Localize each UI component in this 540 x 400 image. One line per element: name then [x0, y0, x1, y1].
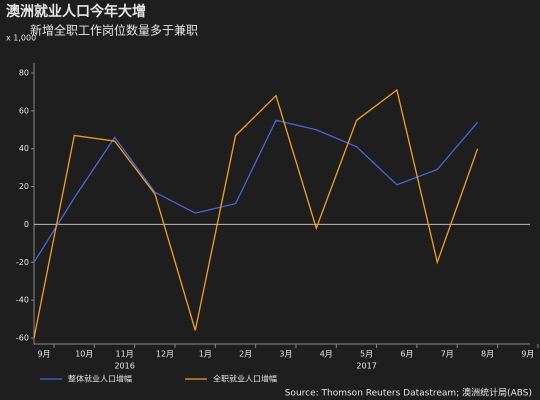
- y-tick-label: -60: [16, 334, 29, 343]
- x-tick-label: 4月: [320, 350, 333, 359]
- x-tick-label: 12月: [156, 350, 174, 359]
- series-line: [33, 88, 479, 339]
- x-tick-label: 10月: [75, 350, 93, 359]
- legend-label: 整体就业人口增幅: [68, 374, 132, 384]
- source: Source: Thomson Reuters Datastream; 澳洲统计…: [285, 387, 532, 399]
- y-unit: x 1,000: [6, 34, 36, 43]
- x-tick-label: 5月: [360, 350, 373, 359]
- x-tick-label: 7月: [441, 350, 454, 359]
- legend-label: 全职就业人口增幅: [213, 374, 277, 384]
- x-tick-label: 8月: [481, 350, 494, 359]
- x-tick-label: 2月: [239, 350, 252, 359]
- chart-subtitle: 新增全职工作岗位数量多于兼职: [30, 23, 198, 38]
- year-label: 2016: [114, 362, 134, 371]
- y-tick-label: 40: [19, 144, 29, 153]
- x-tick-label: 9月: [37, 350, 50, 359]
- series-line: [33, 119, 479, 263]
- x-tick-label: 3月: [279, 350, 292, 359]
- y-tick-label: -20: [16, 258, 29, 267]
- y-tick-label: 20: [19, 182, 29, 191]
- y-tick-label: 60: [19, 106, 29, 115]
- y-tick-label: 0: [24, 220, 29, 229]
- year-label: 2017: [356, 362, 376, 371]
- chart-title: 澳洲就业人口今年大增: [6, 3, 146, 20]
- x-tick-label: 1月: [199, 350, 212, 359]
- x-tick-label: 9月: [521, 350, 534, 359]
- x-tick-label: 11月: [116, 350, 134, 359]
- y-tick-label: 80: [19, 69, 29, 78]
- x-tick-label: 6月: [400, 350, 413, 359]
- y-tick-label: -40: [16, 296, 29, 305]
